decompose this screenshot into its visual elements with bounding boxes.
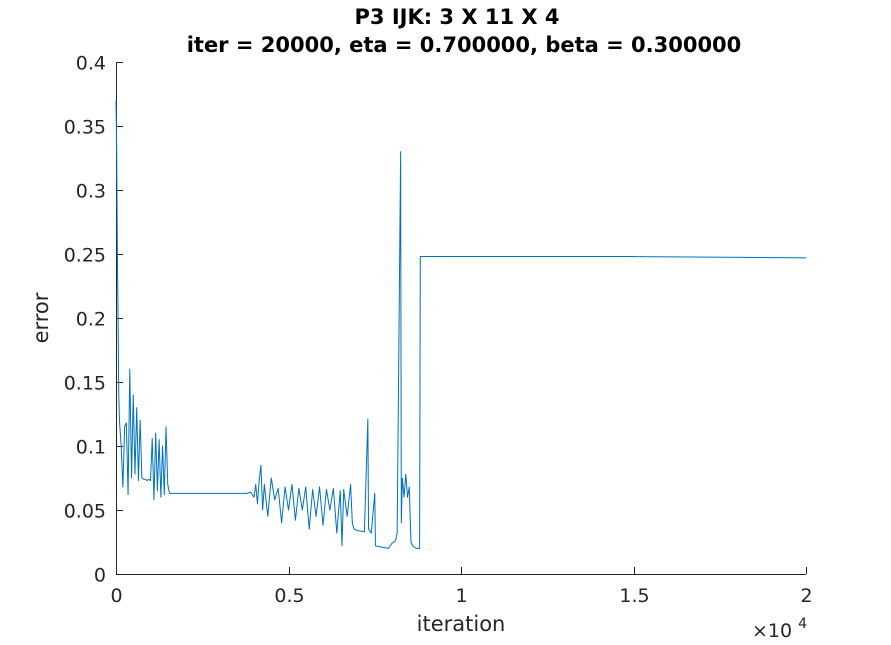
y-tick-label: 0.1 <box>76 437 106 459</box>
x-tick-label: 1 <box>455 585 467 607</box>
series-line <box>115 100 807 549</box>
plot-area: 0 0.05 0.1 0.15 0.2 0.25 0.3 0.35 0.4 0 0.5 1 1.5 2 <box>64 53 813 608</box>
y-tick-label: 0.15 <box>64 373 106 395</box>
chart-title: P3 IJK: 3 X 11 X 4 <box>355 5 560 29</box>
x-exponent-base: ×10 <box>752 620 792 642</box>
y-tick-label: 0.4 <box>76 53 106 75</box>
y-tick-label: 0 <box>94 565 106 587</box>
x-exponent-power: 4 <box>798 616 807 632</box>
x-tick-label: 1.5 <box>619 585 649 607</box>
x-tick-label: 0 <box>110 585 122 607</box>
y-axis-label: error <box>29 292 53 343</box>
y-tick-label: 0.2 <box>76 309 106 331</box>
y-tick-label: 0.35 <box>64 117 106 139</box>
x-axis-label: iteration <box>417 612 506 636</box>
y-tick-label: 0.05 <box>64 501 106 523</box>
x-tick-label: 0.5 <box>274 585 304 607</box>
y-tick-label: 0.3 <box>76 181 106 203</box>
chart-subtitle: iter = 20000, eta = 0.700000, beta = 0.3… <box>187 33 742 57</box>
y-tick-label: 0.25 <box>64 245 106 267</box>
x-axis-ticks: 0 0.5 1 1.5 2 <box>110 567 813 607</box>
x-tick-label: 2 <box>800 585 812 607</box>
y-axis-ticks: 0 0.05 0.1 0.15 0.2 0.25 0.3 0.35 0.4 <box>64 53 123 587</box>
x-axis-exponent: ×10 4 <box>752 616 807 642</box>
